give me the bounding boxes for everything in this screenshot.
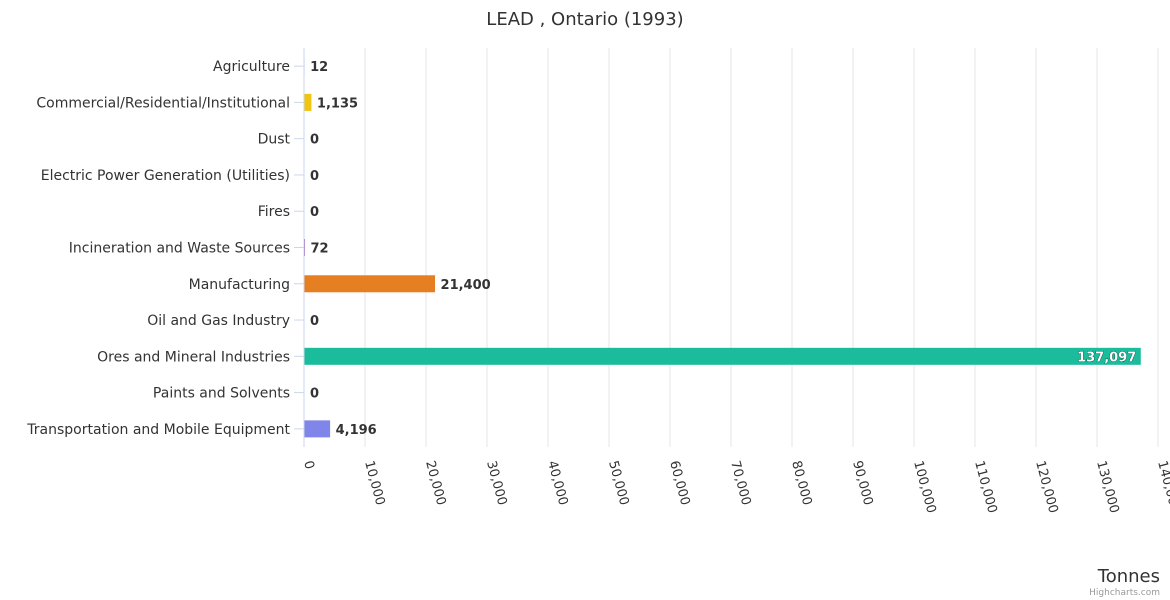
- bar[interactable]: [304, 347, 1141, 365]
- data-label: 0: [310, 387, 319, 402]
- category-label: Commercial/Residential/Institutional: [36, 95, 290, 111]
- value-axis-tick-label: 0: [300, 459, 317, 471]
- data-label: 137,097: [1077, 350, 1136, 365]
- value-axis-tick-label: 20,000: [422, 459, 448, 507]
- category-label: Paints and Solvents: [153, 386, 290, 402]
- category-label: Fires: [258, 204, 290, 220]
- data-label: 12: [310, 60, 328, 75]
- data-label: 1,135: [317, 96, 358, 111]
- credits-link[interactable]: Highcharts.com: [1089, 588, 1160, 598]
- value-axis-title: Tonnes: [1097, 566, 1160, 587]
- category-label: Incineration and Waste Sources: [69, 241, 290, 257]
- category-label: Electric Power Generation (Utilities): [41, 168, 290, 184]
- value-axis-tick-label: 90,000: [849, 459, 875, 507]
- chart-title: LEAD , Ontario (1993): [486, 9, 683, 30]
- value-axis-tick-label: 100,000: [910, 459, 938, 515]
- value-axis-tick-label: 30,000: [483, 459, 509, 507]
- category-labels: Agriculture Commercial/Residential/Instit…: [26, 59, 304, 438]
- data-labels: 12 1,135 0 0 0 72 21,400 0 137,097 0 4,196: [310, 60, 1137, 438]
- value-axis-tick-label: 40,000: [544, 459, 570, 507]
- value-axis-tick-label: 140,000: [1154, 459, 1170, 515]
- data-label: 4,196: [336, 423, 377, 438]
- category-label: Dust: [258, 132, 291, 148]
- value-axis-tick-label: 80,000: [788, 459, 814, 507]
- bar[interactable]: [304, 420, 331, 438]
- category-label: Agriculture: [213, 59, 290, 75]
- category-label: Transportation and Mobile Equipment: [26, 422, 290, 438]
- value-axis-tick-label: 50,000: [605, 459, 631, 507]
- data-label: 0: [310, 169, 319, 184]
- category-label: Ores and Mineral Industries: [97, 349, 290, 365]
- data-label: 72: [310, 242, 328, 257]
- data-label: 0: [310, 314, 319, 329]
- data-label: 21,400: [441, 278, 491, 293]
- value-axis-tick-label: 120,000: [1032, 459, 1060, 515]
- value-axis-tick-label: 70,000: [727, 459, 753, 507]
- gridlines: [303, 48, 1159, 447]
- data-label: 0: [310, 205, 319, 220]
- bar[interactable]: [304, 93, 312, 111]
- category-label: Oil and Gas Industry: [147, 313, 290, 329]
- bars: [304, 57, 1141, 438]
- data-label: 0: [310, 133, 319, 148]
- value-axis-tick-label: 10,000: [361, 459, 387, 507]
- value-axis-tick-label: 130,000: [1093, 459, 1121, 515]
- category-label: Manufacturing: [189, 277, 290, 293]
- bar[interactable]: [304, 275, 436, 293]
- value-axis-tick-label: 60,000: [666, 459, 692, 507]
- value-axis-tick-labels: 0 10,000 20,000 30,000 40,000 50,000 60,000 70,…: [300, 459, 1170, 515]
- value-axis-tick-label: 110,000: [971, 459, 999, 515]
